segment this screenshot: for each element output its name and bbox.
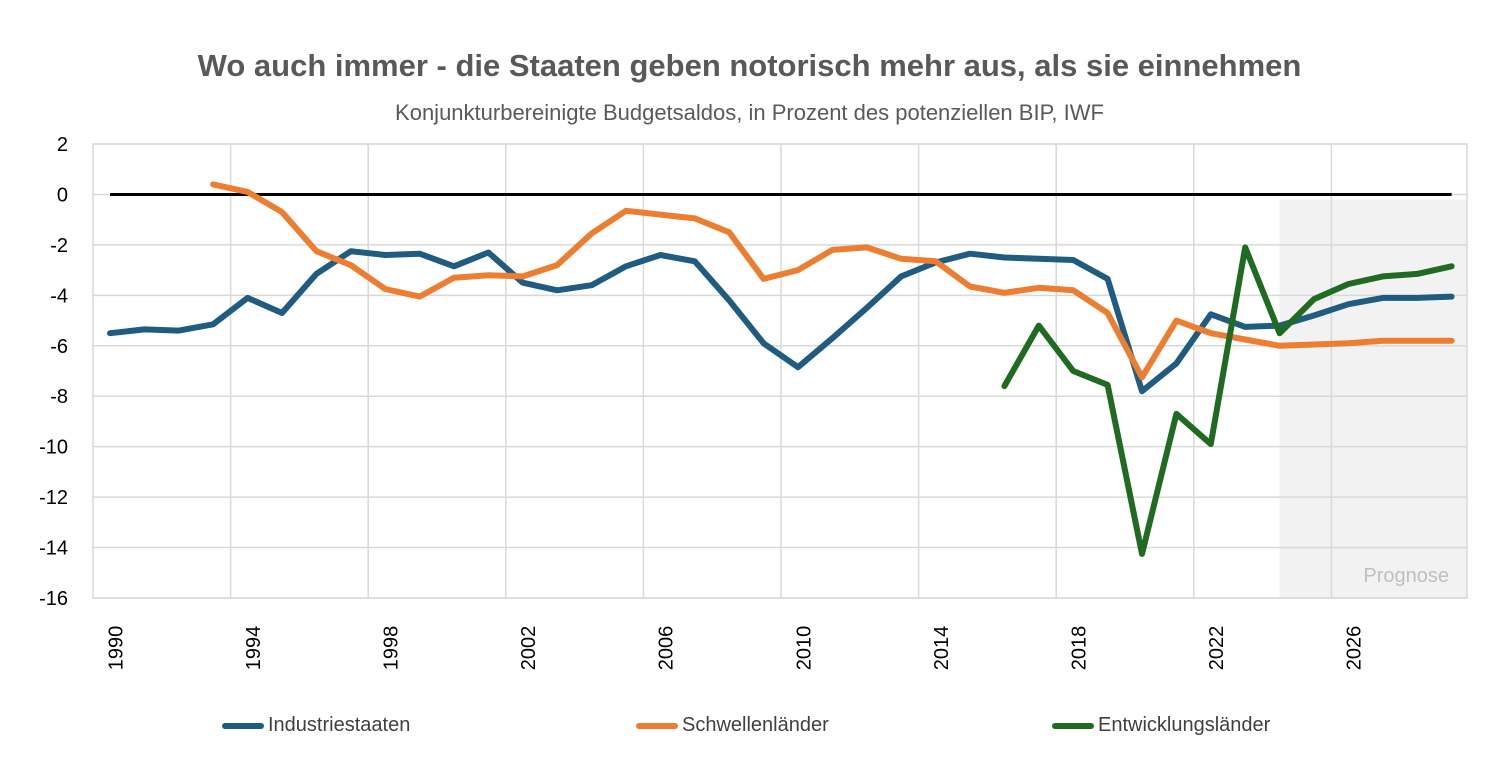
y-tick-label: -6: [50, 336, 68, 358]
y-tick-label: 2: [57, 134, 68, 156]
y-tick-label: -4: [50, 285, 68, 307]
x-tick-label: 2006: [656, 626, 678, 671]
y-tick-label: -16: [39, 588, 68, 610]
x-tick-label: 1990: [105, 626, 127, 671]
forecast-label: Prognose: [1363, 565, 1449, 587]
legend-item-industriestaaten: Industriestaaten: [222, 714, 410, 737]
legend-swatch-schwellenlaender: [636, 722, 678, 729]
series-line-industriestaaten: [107, 248, 1455, 395]
legend-label-industriestaaten: Industriestaaten: [268, 714, 411, 736]
legend-item-schwellenlaender: Schwellenländer: [636, 714, 829, 737]
plot-border: [92, 143, 1468, 599]
x-tick-label: 1998: [380, 626, 402, 671]
series-line-entwicklungslaender: [1001, 244, 1455, 557]
y-tick-label: -12: [39, 487, 68, 509]
y-tick-label: 0: [57, 184, 68, 206]
x-tick-label: 1994: [243, 626, 265, 671]
legend-label-entwicklungslaender: Entwicklungsländer: [1098, 714, 1271, 736]
legend-swatch-industriestaaten: [222, 722, 264, 729]
x-tick-label: 2010: [793, 626, 815, 671]
legend-label-schwellenlaender: Schwellenländer: [682, 714, 829, 736]
legend: Industriestaaten Schwellenländer Entwick…: [0, 714, 1499, 740]
x-tick-label: 2022: [1206, 626, 1228, 671]
y-tick-label: -14: [39, 538, 68, 560]
x-tick-label: 2026: [1344, 626, 1366, 671]
y-tick-label: -8: [50, 386, 68, 408]
x-tick-label: 2002: [518, 626, 540, 671]
x-tick-label: 2018: [1068, 626, 1090, 671]
legend-item-entwicklungslaender: Entwicklungsländer: [1052, 714, 1270, 737]
x-tick-label: 2014: [931, 626, 953, 671]
chart-title: Wo auch immer - die Staaten geben notori…: [197, 48, 1302, 83]
legend-swatch-entwicklungslaender: [1052, 722, 1094, 729]
forecast-region: [1279, 199, 1467, 598]
chart-subtitle: Konjunkturbereinigte Budgetsaldos, in Pr…: [395, 100, 1104, 125]
y-tick-label: -2: [50, 235, 68, 257]
series-line-schwellenlaender: [210, 181, 1455, 381]
y-tick-label: -10: [39, 437, 68, 459]
